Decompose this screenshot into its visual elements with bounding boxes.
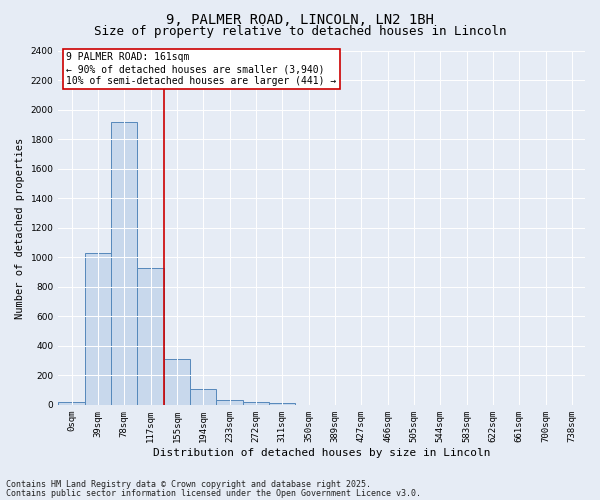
Bar	[190, 388, 217, 405]
Text: 9, PALMER ROAD, LINCOLN, LN2 1BH: 9, PALMER ROAD, LINCOLN, LN2 1BH	[166, 12, 434, 26]
Bar	[85, 253, 111, 405]
Bar	[58, 402, 85, 405]
Bar	[137, 268, 164, 405]
Bar	[164, 359, 190, 405]
Bar	[243, 402, 269, 405]
Bar	[217, 400, 243, 405]
Text: Contains HM Land Registry data © Crown copyright and database right 2025.: Contains HM Land Registry data © Crown c…	[6, 480, 371, 489]
Bar	[269, 404, 295, 405]
X-axis label: Distribution of detached houses by size in Lincoln: Distribution of detached houses by size …	[153, 448, 490, 458]
Text: Size of property relative to detached houses in Lincoln: Size of property relative to detached ho…	[94, 25, 506, 38]
Y-axis label: Number of detached properties: Number of detached properties	[15, 138, 25, 318]
Text: Contains public sector information licensed under the Open Government Licence v3: Contains public sector information licen…	[6, 488, 421, 498]
Text: 9 PALMER ROAD: 161sqm
← 90% of detached houses are smaller (3,940)
10% of semi-d: 9 PALMER ROAD: 161sqm ← 90% of detached …	[67, 52, 337, 86]
Bar	[111, 122, 137, 405]
